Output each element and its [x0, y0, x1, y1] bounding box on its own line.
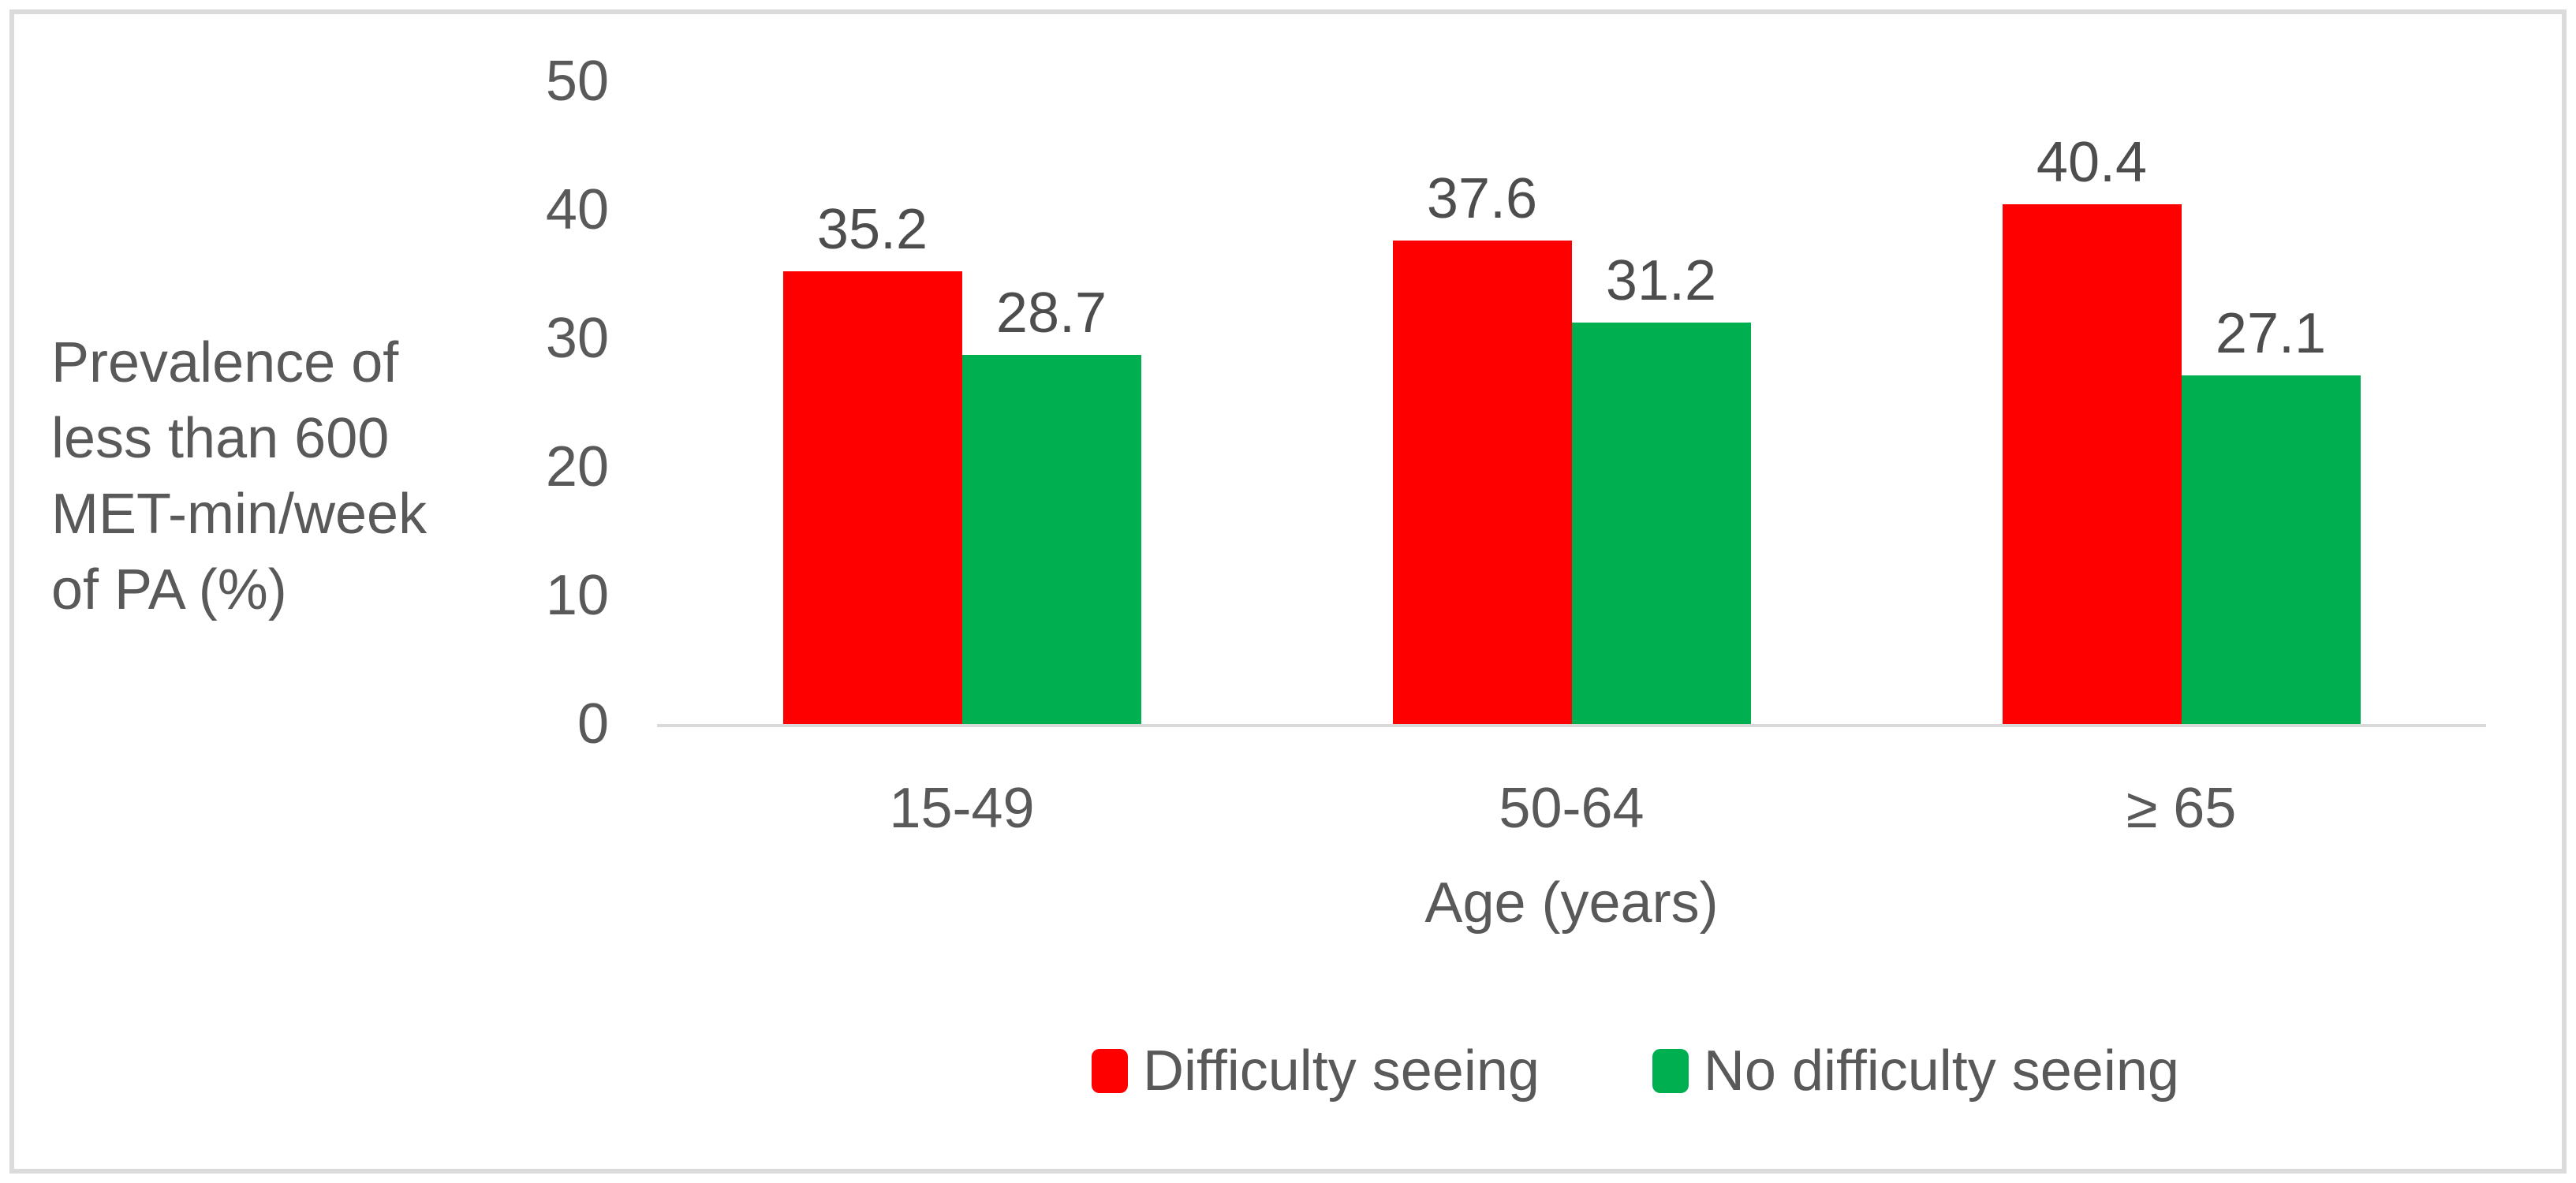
data-label-difficulty-seeing: 40.4 — [2036, 131, 2148, 194]
x-axis-category-label: 15-49 — [889, 777, 1035, 840]
legend-label: No difficulty seeing — [1703, 1039, 2179, 1103]
data-label-difficulty-seeing: 35.2 — [816, 198, 928, 261]
data-label-no-difficulty-seeing: 31.2 — [1605, 249, 1717, 312]
legend: Difficulty seeing No difficulty seeing — [1092, 1039, 2179, 1103]
y-axis-tick-label: 50 — [545, 50, 609, 113]
data-label-no-difficulty-seeing: 28.7 — [995, 282, 1107, 345]
y-axis-tick-label: 20 — [545, 435, 609, 498]
y-axis-tick-label: 10 — [545, 564, 609, 627]
legend-label: Difficulty seeing — [1143, 1039, 1540, 1103]
data-label-difficulty-seeing: 37.6 — [1426, 167, 1538, 230]
bar-difficulty-seeing — [782, 271, 962, 724]
legend-swatch-no-difficulty-seeing — [1652, 1049, 1689, 1093]
x-axis-category-label: 50-64 — [1499, 777, 1645, 840]
y-axis-tick-label: 30 — [545, 307, 609, 370]
bar-no-difficulty-seeing — [961, 355, 1141, 724]
legend-item-difficulty-seeing: Difficulty seeing — [1092, 1039, 1540, 1103]
data-label-no-difficulty-seeing: 27.1 — [2215, 302, 2327, 365]
y-axis-title: Prevalence of less than 600 MET-min/week… — [51, 331, 427, 621]
bar-no-difficulty-seeing — [2181, 375, 2361, 724]
x-axis-line — [657, 724, 2486, 727]
legend-item-no-difficulty-seeing: No difficulty seeing — [1652, 1039, 2179, 1103]
bar-no-difficulty-seeing — [1571, 323, 1751, 724]
y-axis-tick-label: 40 — [545, 178, 609, 241]
x-axis-title: Age (years) — [1424, 871, 1719, 935]
y-axis-tick-label: 0 — [577, 692, 609, 756]
x-axis-category-label: ≥ 65 — [2126, 777, 2237, 840]
bar-difficulty-seeing — [2002, 204, 2182, 724]
legend-swatch-difficulty-seeing — [1092, 1049, 1128, 1093]
bar-difficulty-seeing — [1392, 241, 1572, 724]
